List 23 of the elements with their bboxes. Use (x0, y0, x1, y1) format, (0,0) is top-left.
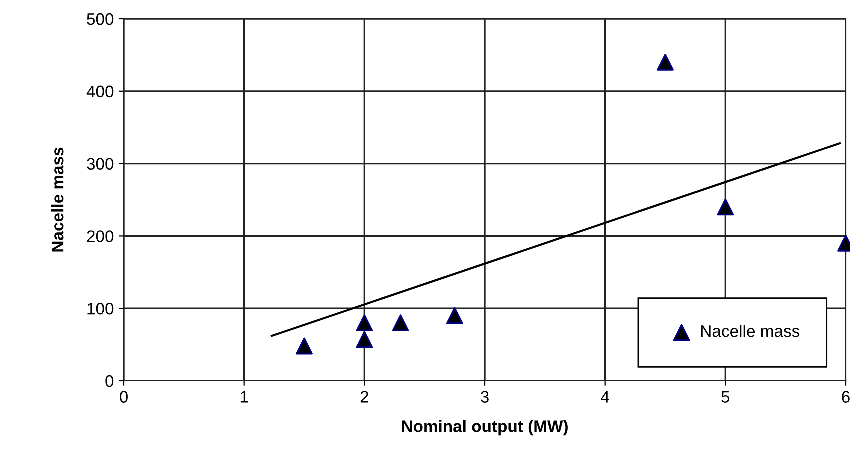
x-tick-label: 6 (842, 391, 850, 403)
point (657, 54, 674, 71)
x-tick-label: 5 (722, 391, 730, 403)
x-tick-label: 4 (601, 391, 610, 403)
y-tick-label: 0 (106, 375, 114, 388)
point (296, 338, 313, 355)
x-tick-label: 1 (240, 391, 248, 403)
y-tick-label: 200 (87, 230, 114, 242)
point (356, 331, 374, 348)
x-tick-label: 3 (481, 391, 489, 403)
x-axis-title: Nominal output (MW) (402, 420, 568, 436)
y-axis-title: Nacelle mass (51, 148, 64, 252)
point (392, 314, 410, 332)
y-tick-label: 400 (86, 86, 114, 98)
x-tick-label: 0 (120, 391, 128, 403)
point (717, 198, 734, 216)
y-tick-label: 100 (88, 303, 114, 315)
legend-label: Nacelle mass (702, 325, 800, 338)
y-tick-label: 300 (87, 158, 114, 170)
point (356, 314, 374, 332)
y-tick-label: 500 (87, 13, 114, 26)
x-tick-label: 2 (360, 391, 368, 403)
point (446, 307, 464, 324)
